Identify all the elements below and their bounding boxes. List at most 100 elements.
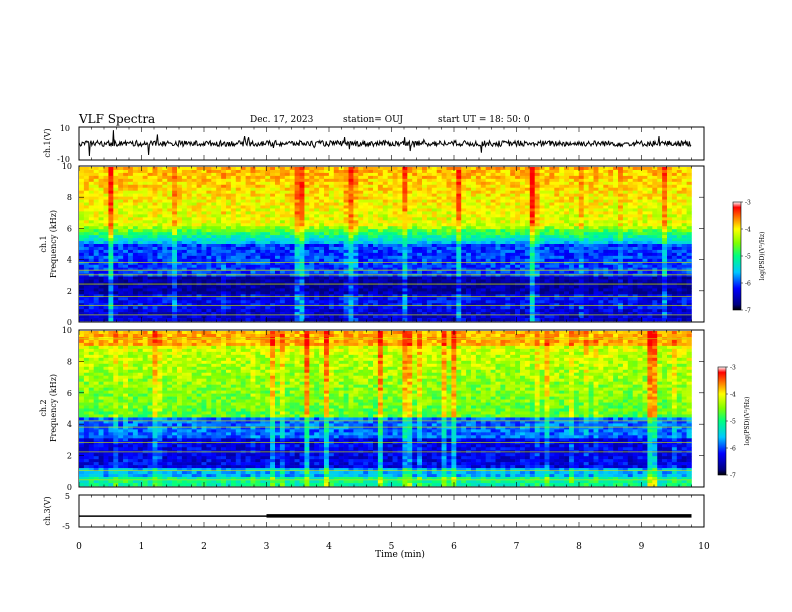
spectrogram-cell xyxy=(147,178,153,183)
spectrogram-cell xyxy=(108,202,114,206)
spectrogram-cell xyxy=(422,211,428,215)
spectrogram-cell xyxy=(279,199,286,203)
spectrogram-cell xyxy=(358,255,364,260)
spectrogram-cell xyxy=(480,273,486,277)
spectrogram-cell xyxy=(490,208,496,212)
spectrogram-cell xyxy=(431,167,437,171)
spectrogram-cell xyxy=(216,220,222,224)
spectrogram-cell xyxy=(137,217,143,221)
spectrogram-cell xyxy=(123,246,129,251)
spectrogram-cell xyxy=(578,273,584,277)
spectrogram-cell xyxy=(191,190,197,194)
spectrogram-cell xyxy=(338,223,344,227)
spectrogram-cell xyxy=(377,261,384,266)
spectrogram-cell xyxy=(441,202,447,206)
spectrogram-cell xyxy=(314,241,320,245)
spectrogram-cell xyxy=(422,238,428,242)
spectrogram-cell xyxy=(539,252,545,257)
spectrogram-cell xyxy=(123,267,129,271)
spectrogram-cell xyxy=(559,217,565,221)
spectrogram-cell xyxy=(162,226,168,230)
spectrogram-cell xyxy=(652,279,658,283)
spectrogram-cell xyxy=(162,193,168,197)
spectrogram-cell xyxy=(319,205,325,209)
spectrogram-cell xyxy=(343,255,349,260)
spectrogram-cell xyxy=(544,190,550,194)
spectrogram-cell xyxy=(524,244,531,248)
spectrogram-cell xyxy=(578,235,584,239)
spectrogram-cell xyxy=(172,181,178,186)
spectrogram-cell xyxy=(162,208,168,212)
spectrogram-cell xyxy=(123,261,129,266)
spectrogram-cell xyxy=(79,190,85,194)
spectrogram-cell xyxy=(431,261,437,266)
spectrogram-cell xyxy=(118,193,124,197)
spectrogram-cell xyxy=(520,267,526,271)
spectrogram-cell xyxy=(417,267,423,271)
spectrogram-cell xyxy=(451,273,457,277)
spectrogram-cell xyxy=(275,252,281,257)
spectrogram-cell xyxy=(201,264,207,268)
spectrogram-cell xyxy=(299,226,305,230)
ch1-spectrogram-image xyxy=(79,167,692,322)
spectrogram-cell xyxy=(108,235,114,239)
spectrogram-cell xyxy=(162,229,168,233)
spectrogram-cell xyxy=(397,172,403,177)
spectrogram-cell xyxy=(157,279,163,283)
spectrogram-cell xyxy=(456,276,462,280)
spectrogram-cell xyxy=(426,214,433,218)
spectrogram-cell xyxy=(103,276,109,280)
spectrogram-cell xyxy=(304,246,310,251)
spectrogram-cell xyxy=(245,169,251,174)
spectrogram-cell xyxy=(417,217,423,221)
spectrogram-cell xyxy=(240,169,246,174)
spectrogram-cell xyxy=(407,220,413,224)
spectrogram-cell xyxy=(652,167,658,171)
spectrogram-cell xyxy=(279,214,286,218)
spectrogram-cell xyxy=(289,279,295,283)
spectrogram-cell xyxy=(152,273,158,277)
spectrogram-cell xyxy=(642,167,648,171)
spectrogram-cell xyxy=(422,241,428,245)
spectrogram-cell xyxy=(446,190,452,194)
spectrogram-cell xyxy=(368,187,374,191)
spectrogram-cell xyxy=(373,246,379,251)
spectrogram-cell xyxy=(132,187,139,191)
spectrogram-cell xyxy=(353,184,359,189)
spectrogram-cell xyxy=(299,267,305,271)
spectrogram-cell xyxy=(299,255,305,260)
spectrogram-cell xyxy=(142,229,148,233)
spectrogram-cell xyxy=(113,208,119,212)
spectrogram-cell xyxy=(353,178,359,183)
spectrogram-cell xyxy=(466,175,472,180)
spectrogram-cell xyxy=(544,276,550,280)
spectrogram-cell xyxy=(529,169,535,174)
spectrogram-cell xyxy=(108,244,114,248)
spectrogram-cell xyxy=(505,252,511,257)
spectrogram-cell xyxy=(93,196,99,200)
spectrogram-cell xyxy=(98,175,104,180)
spectrogram-cell xyxy=(529,202,535,206)
spectrogram-cell xyxy=(235,190,241,194)
spectrogram-cell xyxy=(559,205,565,209)
spectrogram-cell xyxy=(637,246,643,251)
spectrogram-cell xyxy=(500,196,506,200)
spectrogram-cell xyxy=(118,255,124,260)
spectrogram-cell xyxy=(275,244,281,248)
spectrogram-cell xyxy=(412,279,418,283)
spectrogram-cell xyxy=(510,211,516,215)
spectrogram-cell xyxy=(417,220,423,224)
spectrogram-cell xyxy=(319,223,325,227)
spectrogram-cell xyxy=(314,255,320,260)
spectrogram-cell xyxy=(603,244,609,248)
spectrogram-cell xyxy=(431,202,437,206)
spectrogram-cell xyxy=(324,175,330,180)
spectrogram-cell xyxy=(534,187,540,191)
spectrogram-cell xyxy=(422,244,428,248)
spectrogram-cell xyxy=(162,211,168,215)
spectrogram-cell xyxy=(426,187,433,191)
spectrogram-cell xyxy=(83,261,90,266)
spectrogram-cell xyxy=(573,244,580,248)
spectrogram-cell xyxy=(559,208,565,212)
spectrogram-cell xyxy=(294,193,300,197)
